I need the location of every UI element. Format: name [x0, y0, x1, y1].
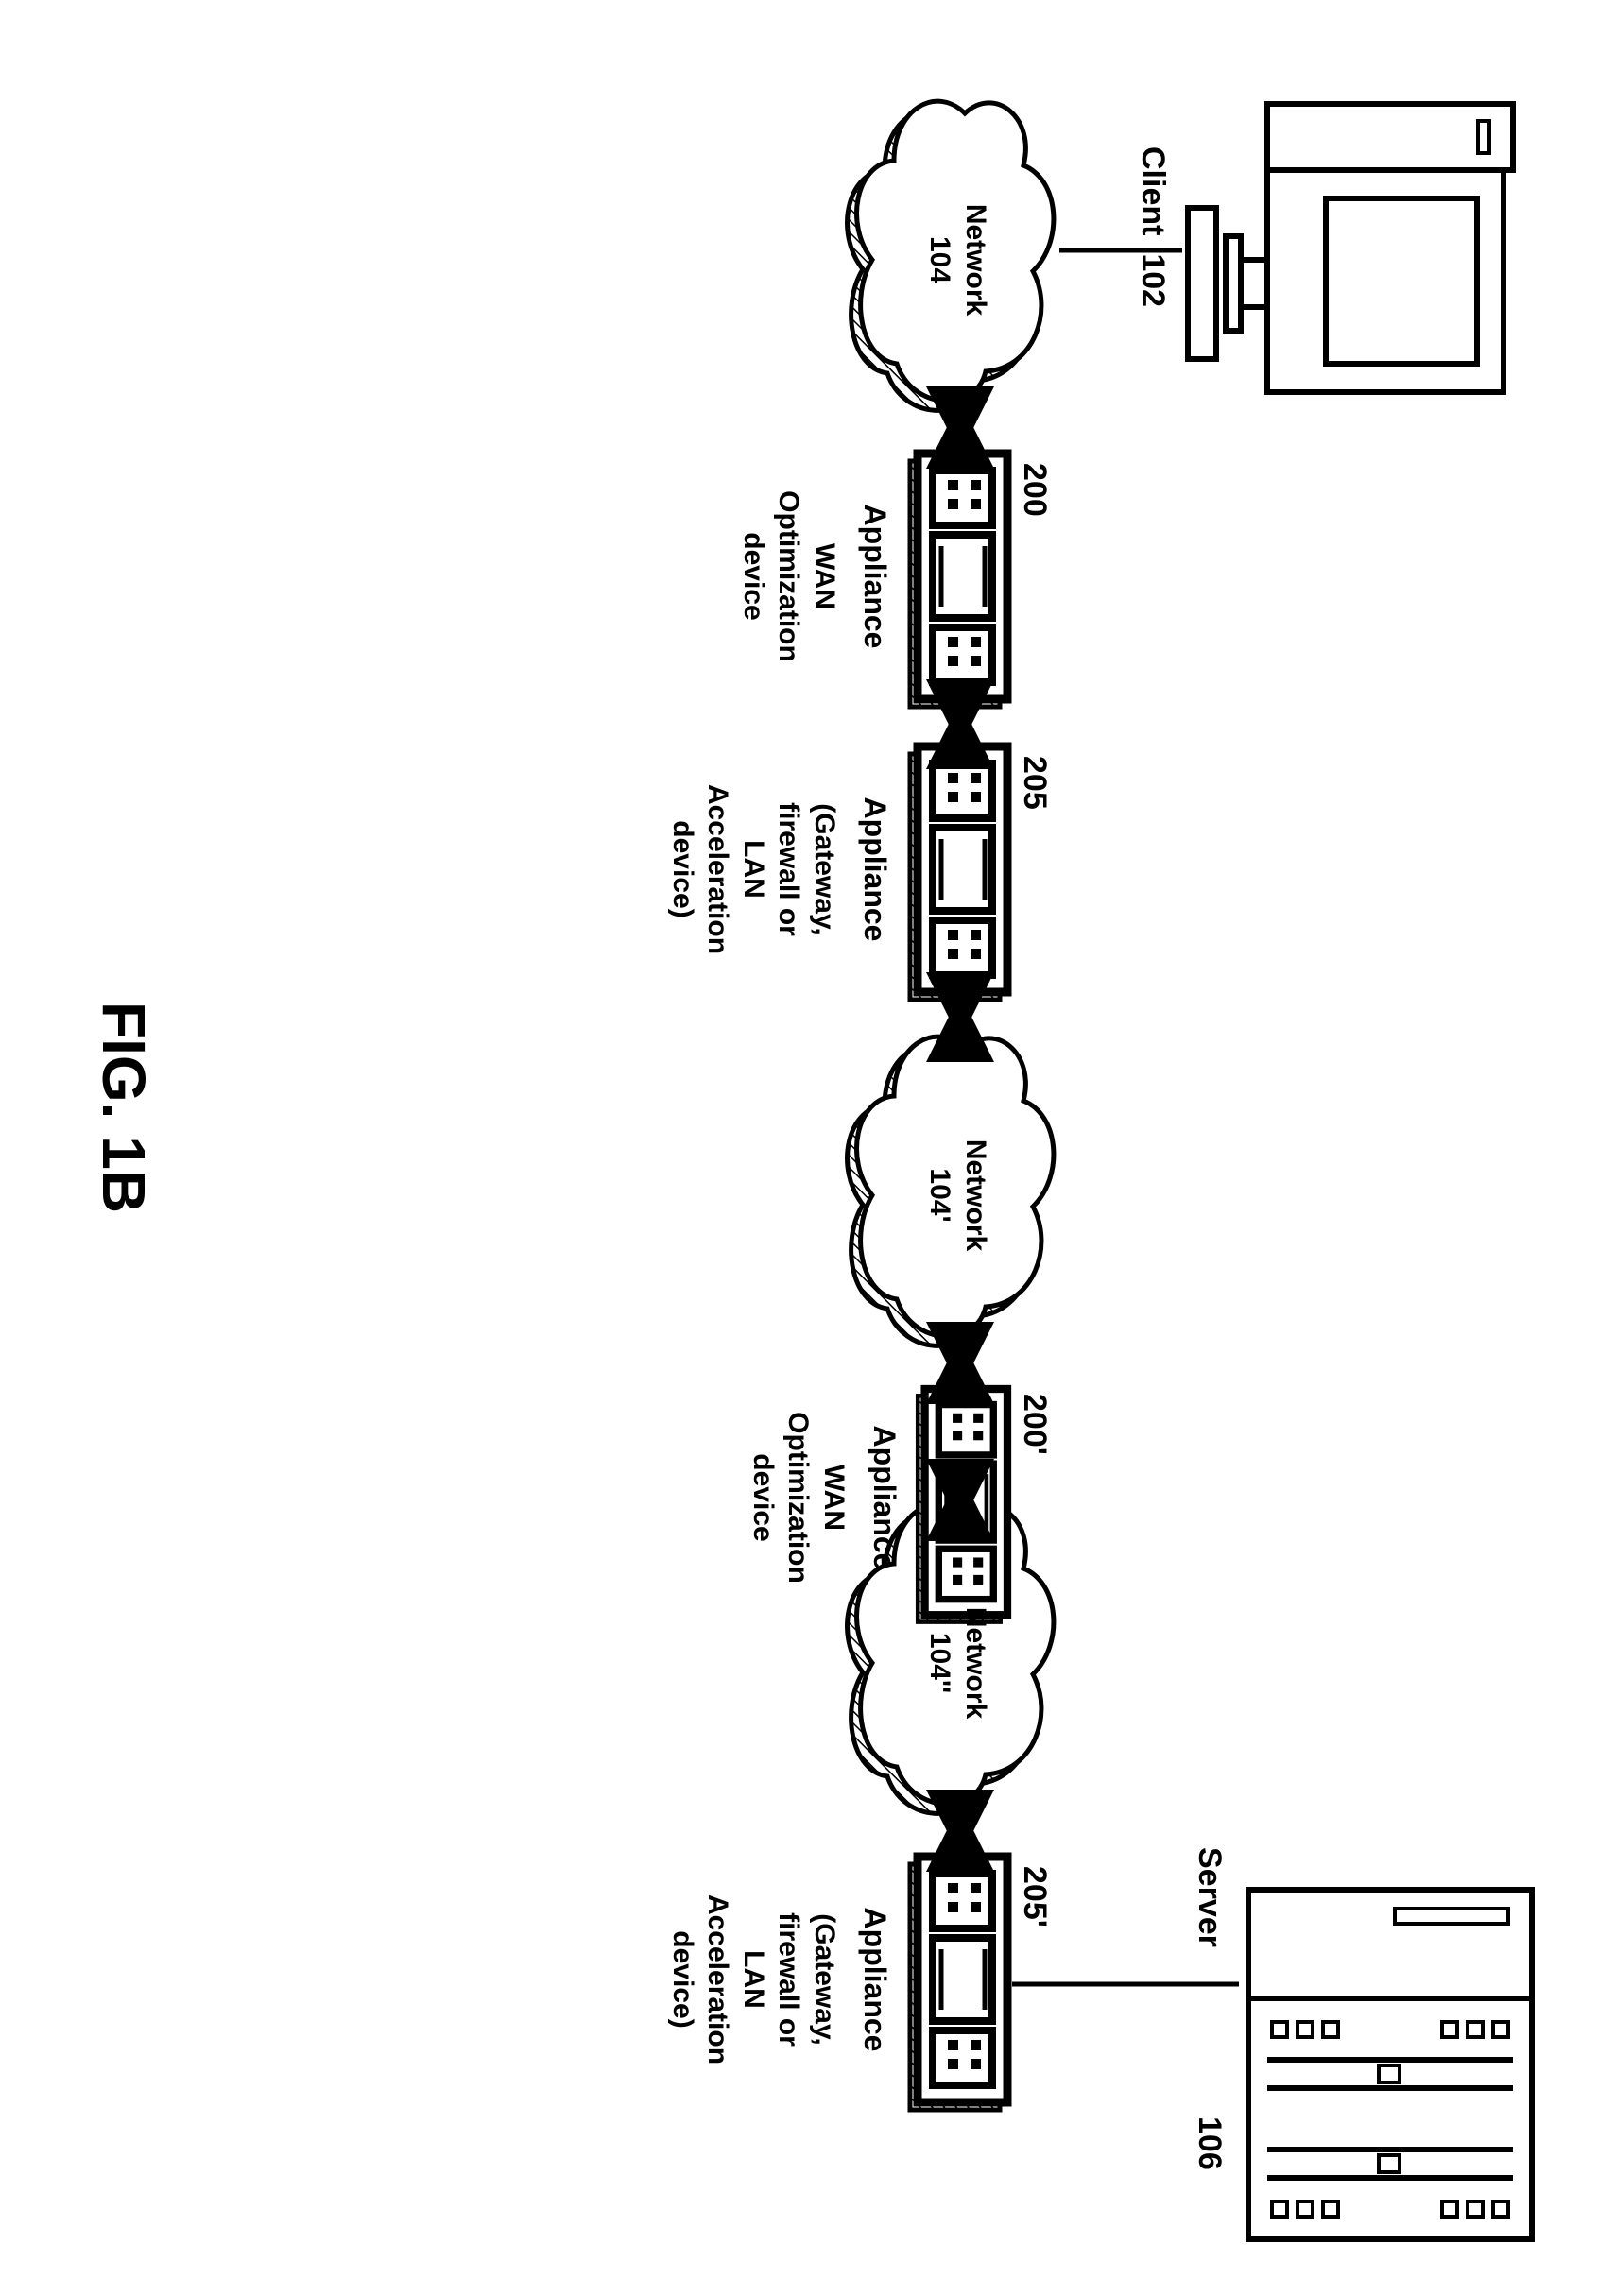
net2-label: Network 104' [922, 1115, 993, 1276]
app1-desc: WAN Optimization device [736, 458, 843, 694]
net3-text: Network [960, 1607, 991, 1719]
net1-label: Network 104 [922, 180, 993, 340]
app1-name: Appliance [858, 505, 892, 649]
app4-desc: (Gateway, firewall or LAN Acceleration d… [665, 1861, 843, 2098]
server-tower-icon [1248, 1890, 1532, 2239]
net3-ref: 104'' [925, 1633, 956, 1693]
app4-name: Appliance [858, 1908, 892, 2052]
net3-label: Network 104'' [922, 1583, 993, 1743]
appliance-205-icon [910, 746, 1007, 1000]
app2-name: Appliance [858, 797, 892, 942]
client-label-text: Client [1135, 146, 1171, 235]
client-label: Client 102 [1133, 146, 1174, 307]
net2-text: Network [960, 1139, 991, 1251]
app4-ref: 205' [1015, 1866, 1056, 1928]
net2-ref: 104' [925, 1168, 956, 1222]
app2-ref: 205 [1015, 756, 1056, 810]
server-ref: 106 [1190, 2116, 1230, 2170]
figure-label: FIG. 1B [86, 1002, 162, 1213]
app3-label: Appliance [866, 1379, 903, 1616]
diagram-container: Client 102 Server 106 Network 104 Networ… [0, 0, 1598, 2291]
app3-ref: 200' [1015, 1394, 1056, 1455]
server-label-text: Server [1192, 1847, 1228, 1947]
app1-ref: 200 [1015, 463, 1056, 517]
app4-label: Appliance [856, 1861, 894, 2098]
net1-text: Network [960, 204, 991, 316]
app2-label: Appliance [856, 751, 894, 987]
appliance-205p-icon [910, 1857, 1007, 2110]
app2-desc: (Gateway, firewall or LAN Acceleration d… [665, 751, 843, 987]
client-computer-icon [1188, 104, 1513, 392]
app3-desc: WAN Optimization device [746, 1379, 852, 1616]
rotated-figure: Client 102 Server 106 Network 104 Networ… [0, 0, 1598, 2291]
app3-name: Appliance [868, 1426, 902, 1570]
server-label: Server [1190, 1847, 1230, 1947]
client-ref: 102 [1135, 253, 1171, 307]
appliance-200-icon [910, 454, 1007, 707]
net1-ref: 104 [925, 236, 956, 283]
app1-label: Appliance [856, 458, 894, 694]
